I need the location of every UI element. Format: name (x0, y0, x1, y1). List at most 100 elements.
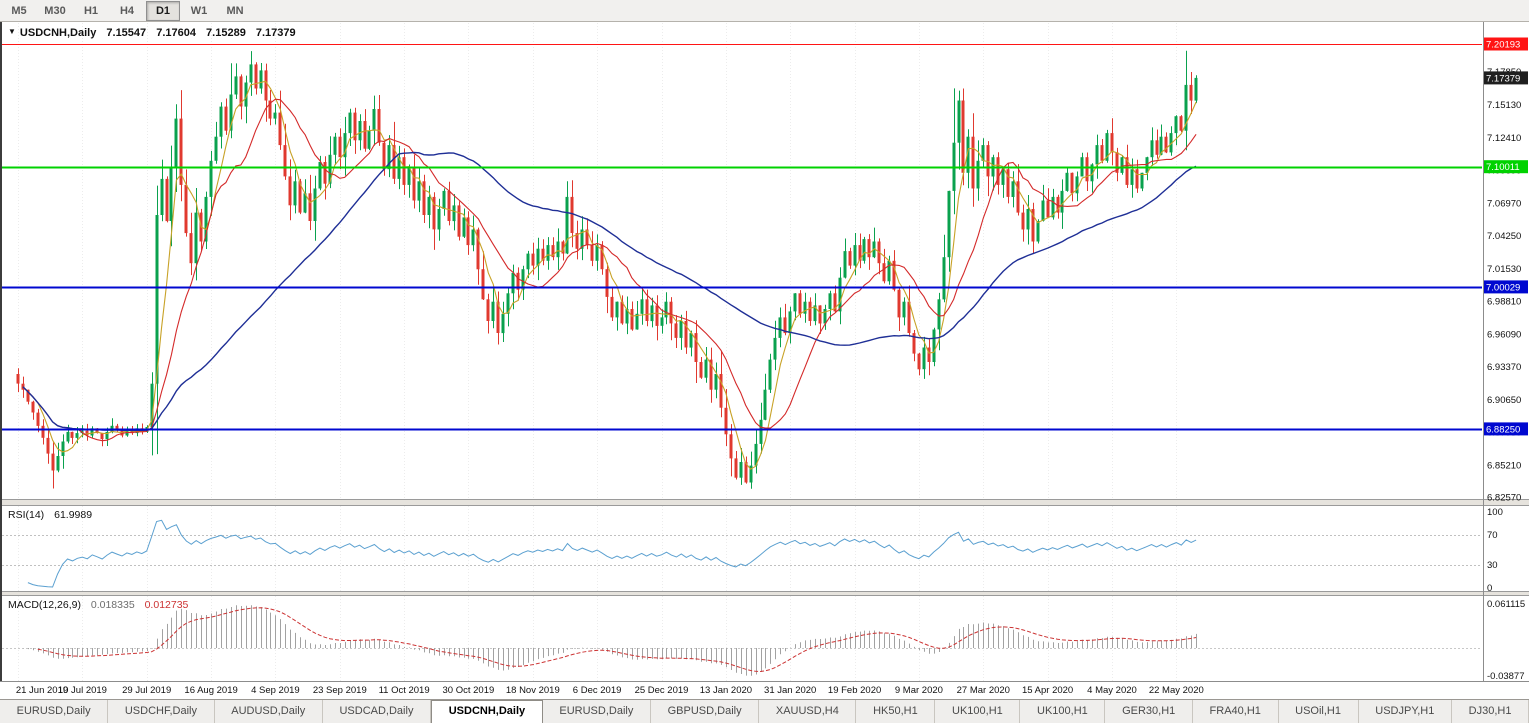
svg-text:22 May 2020: 22 May 2020 (1149, 685, 1204, 696)
rsi-line (27, 519, 1197, 588)
chart-tab-usdcnh-daily[interactable]: USDCNH,Daily (431, 700, 543, 723)
svg-text:27 Mar 2020: 27 Mar 2020 (957, 685, 1010, 696)
chart-symbol-period: USDCNH,Daily (19, 27, 97, 39)
svg-text:0.061115: 0.061115 (1487, 599, 1525, 610)
svg-text:6 Dec 2019: 6 Dec 2019 (573, 685, 622, 696)
timeframe-button-h4[interactable]: H4 (119, 4, 135, 17)
price-badge-7.17379 (1484, 71, 1528, 85)
window-left-border (0, 22, 2, 681)
chart-tab-usdcad-daily[interactable]: USDCAD,Daily (323, 700, 432, 723)
moving-average-50 (22, 151, 1197, 432)
svg-text:7.20193: 7.20193 (1486, 40, 1520, 51)
svg-text:7.01530: 7.01530 (1487, 264, 1521, 275)
price-badge-7.20193 (1484, 37, 1528, 51)
macd-indicator-header: MACD(12,26,9) 0.018335 0.012735 (8, 599, 188, 611)
svg-text:4 May 2020: 4 May 2020 (1087, 685, 1137, 696)
svg-text:6.96090: 6.96090 (1487, 329, 1521, 340)
svg-text:31 Jan 2020: 31 Jan 2020 (764, 685, 816, 696)
timeframe-button-w1[interactable]: W1 (190, 4, 208, 17)
horizontal-price-lines (2, 44, 1482, 431)
ohlc-close: 7.17379 (255, 27, 296, 39)
svg-text:29 Jul 2019: 29 Jul 2019 (122, 685, 171, 696)
svg-text:0: 0 (1487, 583, 1492, 594)
svg-text:6.90650: 6.90650 (1487, 395, 1521, 406)
macd-signal-value: 0.012735 (144, 599, 189, 611)
chart-tab-eurusd-daily[interactable]: EURUSD,Daily (0, 700, 109, 723)
svg-text:10 Jul 2019: 10 Jul 2019 (58, 685, 107, 696)
price-badge-6.88250 (1484, 422, 1528, 436)
chart-tab-uk100-h1[interactable]: UK100,H1 (1020, 700, 1106, 723)
symbol-dropdown-icon[interactable]: ▼ (8, 27, 16, 36)
svg-text:15 Apr 2020: 15 Apr 2020 (1022, 685, 1073, 696)
chart-tab-usdjpy-h1[interactable]: USDJPY,H1 (1359, 700, 1453, 723)
svg-text:25 Dec 2019: 25 Dec 2019 (635, 685, 689, 696)
svg-text:16 Aug 2019: 16 Aug 2019 (184, 685, 237, 696)
chart-tab-uk100-h1[interactable]: UK100,H1 (935, 700, 1021, 723)
svg-text:4 Sep 2019: 4 Sep 2019 (251, 685, 300, 696)
timeframe-button-h1[interactable]: H1 (83, 4, 99, 17)
moving-average-5 (22, 80, 1197, 470)
svg-text:7.06970: 7.06970 (1487, 198, 1521, 209)
macd-signal-line (37, 607, 1197, 673)
chart-tab-ger30-h1[interactable]: GER30,H1 (1105, 700, 1193, 723)
svg-text:21 Jun 2019: 21 Jun 2019 (16, 685, 68, 696)
timeframe-button-m5[interactable]: M5 (11, 4, 27, 17)
chart-tab-eurusd-daily[interactable]: EURUSD,Daily (543, 700, 651, 723)
svg-text:9 Mar 2020: 9 Mar 2020 (895, 685, 943, 696)
macd-value: 0.018335 (90, 599, 135, 611)
chart-tabs-bar: EURUSD,Daily USDCHF,Daily AUDUSD,Daily USDC… (0, 699, 1529, 723)
svg-text:18 Nov 2019: 18 Nov 2019 (506, 685, 560, 696)
chart-tab-dj30-h1[interactable]: DJ30,H1 (1452, 700, 1529, 723)
timeframe-button-mn[interactable]: MN (226, 4, 244, 17)
svg-text:19 Feb 2020: 19 Feb 2020 (828, 685, 881, 696)
chart-tab-xauusd-h4[interactable]: XAUUSD,H4 (759, 700, 857, 723)
chart-tab-usdchf-daily[interactable]: USDCHF,Daily (108, 700, 215, 723)
chart-tab-hk50-h1[interactable]: HK50,H1 (856, 700, 936, 723)
chart-tab-usoil-h1[interactable]: USOil,H1 (1279, 700, 1359, 723)
chart-area: 7.178507.151307.124107.096907.069707.042… (0, 22, 1529, 699)
ohlc-low: 7.15289 (206, 27, 246, 39)
svg-text:6.82570: 6.82570 (1487, 492, 1521, 503)
chart-canvas[interactable]: 7.178507.151307.124107.096907.069707.042… (0, 22, 1529, 699)
moving-average-13 (22, 98, 1197, 442)
timeframe-button-d1[interactable]: D1 (146, 0, 180, 21)
svg-text:70: 70 (1487, 530, 1498, 541)
svg-text:6.98810: 6.98810 (1487, 297, 1521, 308)
svg-text:7.00029: 7.00029 (1486, 282, 1520, 293)
svg-text:11 Oct 2019: 11 Oct 2019 (379, 685, 430, 696)
price-badge-7.00029 (1484, 280, 1528, 294)
chart-tab-fra40-h1[interactable]: FRA40,H1 (1193, 700, 1279, 723)
svg-text:6.88250: 6.88250 (1486, 424, 1520, 435)
rsi-value: 61.9989 (54, 509, 93, 521)
chart-tab-gbpusd-daily[interactable]: GBPUSD,Daily (651, 700, 760, 723)
timeframe-button-m30[interactable]: M30 (44, 4, 66, 17)
svg-text:23 Sep 2019: 23 Sep 2019 (313, 685, 367, 696)
rsi-pane (2, 519, 1482, 588)
svg-text:30: 30 (1487, 560, 1498, 571)
pane-splitter (0, 591, 1529, 596)
timeframe-toolbar: M5 M30 H1 H4 D1 W1 MN (0, 0, 1529, 22)
svg-text:100: 100 (1487, 507, 1503, 518)
svg-text:6.93370: 6.93370 (1487, 362, 1521, 373)
svg-text:7.10011: 7.10011 (1486, 162, 1520, 173)
svg-text:30 Oct 2019: 30 Oct 2019 (443, 685, 495, 696)
svg-text:-0.03877: -0.03877 (1487, 671, 1525, 682)
rsi-title: RSI(14) (8, 509, 45, 521)
chart-ohlc-header: ▼ USDCNH,Daily 7.15547 7.17604 7.15289 7.… (8, 27, 296, 39)
pane-splitter (0, 499, 1529, 506)
ohlc-open: 7.15547 (106, 27, 147, 39)
svg-text:6.85210: 6.85210 (1487, 461, 1521, 472)
svg-text:7.15130: 7.15130 (1487, 100, 1521, 111)
ohlc-high: 7.17604 (156, 27, 196, 39)
macd-title: MACD(12,26,9) (8, 599, 81, 611)
svg-text:13 Jan 2020: 13 Jan 2020 (700, 685, 752, 696)
macd-pane (2, 605, 1482, 676)
price-badge-7.10011 (1484, 160, 1528, 174)
svg-text:7.12410: 7.12410 (1487, 133, 1521, 144)
chart-tab-audusd-daily[interactable]: AUDUSD,Daily (215, 700, 323, 723)
rsi-indicator-header: RSI(14) 61.9989 (8, 509, 92, 521)
svg-text:7.04250: 7.04250 (1487, 231, 1521, 242)
svg-text:7.17379: 7.17379 (1486, 73, 1520, 84)
